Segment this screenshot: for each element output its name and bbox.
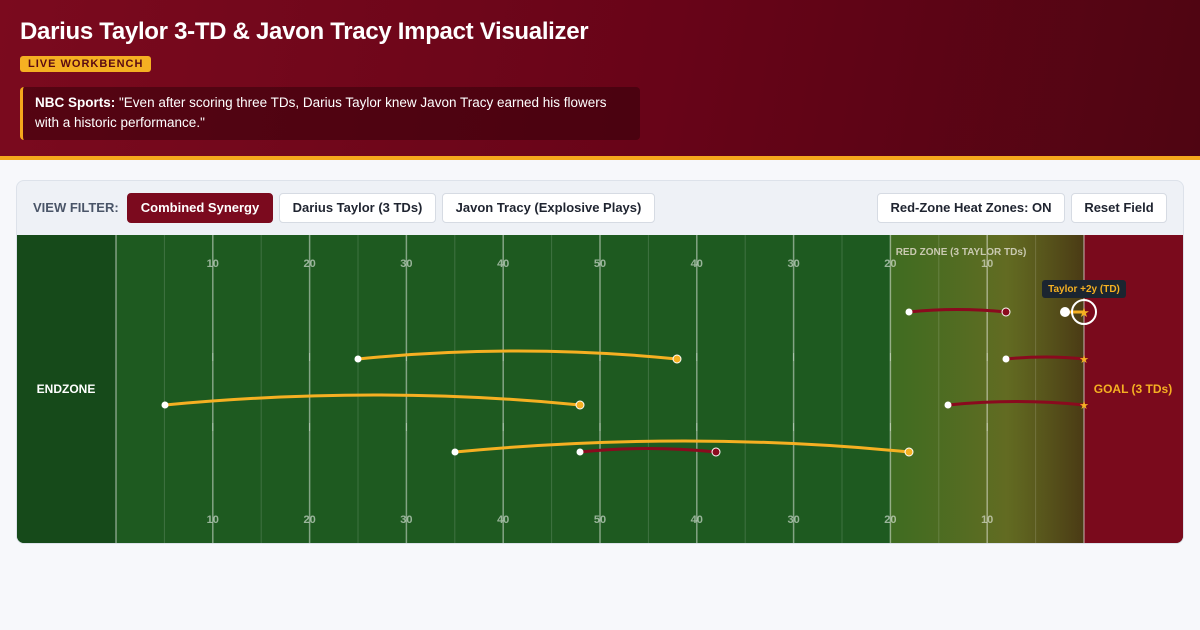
quote-text: "Even after scoring three TDs, Darius Ta… [35, 95, 607, 130]
yard-number: 10 [981, 258, 993, 270]
tracy-play-path[interactable] [357, 349, 678, 361]
goal-label: GOAL (3 TDs) [1094, 382, 1172, 396]
tracy-play-path[interactable] [454, 439, 910, 454]
play-start-dot [161, 401, 169, 409]
quote-source: NBC Sports: [35, 95, 116, 110]
yard-number: 50 [594, 258, 606, 270]
yard-number: 40 [691, 258, 703, 270]
page-title: Darius Taylor 3-TD & Javon Tracy Impact … [20, 18, 589, 45]
taylor-td-path[interactable] [1005, 355, 1085, 361]
selected-play-ring[interactable] [1071, 299, 1097, 325]
filter-combined-synergy[interactable]: Combined Synergy [127, 193, 273, 223]
play-tooltip-text: Taylor +2y (TD) [1048, 284, 1120, 295]
filter-label: VIEW FILTER: [33, 200, 119, 215]
taylor-td-path[interactable] [947, 400, 1085, 407]
quote-box: NBC Sports: "Even after scoring three TD… [20, 87, 640, 140]
play-tooltip [1042, 280, 1126, 298]
yard-number: 40 [691, 514, 703, 526]
taylor-play-path[interactable] [579, 447, 717, 454]
play-end-dot[interactable] [672, 354, 682, 364]
yard-number: 40 [497, 514, 509, 526]
yard-number: 20 [884, 258, 896, 270]
left-endzone [17, 235, 116, 543]
play-start-dot [1060, 307, 1070, 317]
touchdown-star-icon[interactable]: ★ [1078, 305, 1090, 320]
endzone-label: ENDZONE [37, 382, 96, 396]
header: Darius Taylor 3-TD & Javon Tracy Impact … [0, 0, 1200, 156]
football-field[interactable]: 10 20 30 40 50 40 30 20 10 10 20 30 40 50 40 30 20 10 RE… [17, 235, 1184, 544]
yard-number: 10 [207, 258, 219, 270]
yard-labels-bottom: 10 20 30 40 50 40 30 20 10 [207, 514, 994, 526]
play-end-dot[interactable] [1001, 307, 1011, 317]
yard-number: 20 [884, 514, 896, 526]
yard-number: 30 [400, 514, 412, 526]
yard-number: 30 [400, 258, 412, 270]
live-badge: LIVE WORKBENCH [20, 56, 152, 72]
play-end-dot[interactable] [575, 400, 585, 410]
yard-number: 20 [303, 514, 315, 526]
play-start-dot [451, 448, 459, 456]
play-start-dot [905, 308, 913, 316]
play-start-dot [576, 448, 584, 456]
yard-number: 40 [497, 258, 509, 270]
reset-field-button[interactable]: Reset Field [1071, 193, 1167, 223]
header-accent-line [0, 156, 1200, 160]
play-start-dot [354, 355, 362, 363]
workbench-panel: VIEW FILTER: Combined Synergy Darius Tay… [16, 180, 1184, 544]
heat-zones-toggle[interactable]: Red-Zone Heat Zones: ON [877, 193, 1065, 223]
touchdown-star-icon[interactable]: ★ [1079, 400, 1089, 412]
taylor-play-path[interactable] [908, 308, 1007, 314]
play-end-dot[interactable] [711, 447, 721, 457]
filter-javon-tracy[interactable]: Javon Tracy (Explosive Plays) [442, 193, 655, 223]
play-start-dot [944, 401, 952, 409]
yard-number: 30 [787, 514, 799, 526]
yard-number: 10 [207, 514, 219, 526]
play-start-dot [1002, 355, 1010, 363]
touchdown-star-icon[interactable]: ★ [1079, 354, 1089, 366]
yard-number: 50 [594, 514, 606, 526]
filter-darius-taylor[interactable]: Darius Taylor (3 TDs) [279, 193, 436, 223]
yard-number: 10 [981, 514, 993, 526]
yard-number: 20 [303, 258, 315, 270]
redzone-label: RED ZONE (3 TAYLOR TDs) [896, 247, 1027, 258]
yard-labels-top: 10 20 30 40 50 40 30 20 10 [207, 258, 994, 270]
tracy-play-path[interactable] [164, 393, 581, 407]
yard-number: 30 [787, 258, 799, 270]
yard-lines [115, 235, 1085, 543]
field-svg[interactable]: 10 20 30 40 50 40 30 20 10 10 20 30 40 50 40 30 20 10 RE… [17, 235, 1184, 544]
play-end-dot[interactable] [904, 447, 914, 457]
